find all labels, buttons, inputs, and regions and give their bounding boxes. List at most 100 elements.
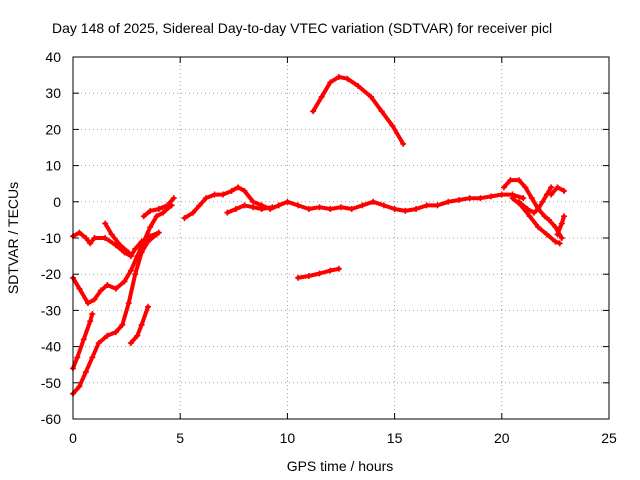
data-point [134, 332, 141, 339]
data-point [548, 184, 555, 191]
series-s5 [70, 202, 175, 307]
series-line [128, 304, 150, 345]
data-point [389, 122, 396, 129]
data-point [224, 209, 231, 216]
data-point [235, 184, 242, 191]
data-point [117, 242, 124, 249]
data-point [112, 285, 119, 292]
data-point [132, 245, 139, 252]
data-point [228, 187, 235, 194]
y-tick-label: -40 [41, 339, 61, 355]
data-point [295, 202, 302, 209]
data-point [554, 231, 561, 238]
data-point [391, 206, 398, 213]
data-point [91, 235, 98, 241]
data-point [190, 209, 197, 216]
data-point [327, 206, 334, 213]
y-axis-label: SDTVAR / TECUs [5, 182, 21, 294]
data-point [348, 206, 355, 213]
data-point [400, 140, 407, 147]
data-point [434, 202, 441, 209]
data-point [241, 202, 248, 209]
data-point [545, 216, 552, 223]
data-point [560, 187, 567, 194]
data-point [250, 198, 257, 205]
data-point [370, 198, 377, 205]
data-point [89, 311, 96, 318]
data-point [344, 75, 351, 82]
data-point [355, 82, 362, 89]
data-point [556, 240, 563, 247]
data-point [552, 224, 559, 231]
series-s14 [509, 195, 563, 247]
data-point [145, 238, 152, 245]
data-point [316, 204, 323, 211]
data-point [305, 206, 312, 213]
data-point [170, 195, 177, 202]
data-point [507, 177, 514, 184]
y-tick-label: 40 [45, 49, 61, 65]
data-point [80, 336, 87, 343]
tick-labels: 0 5 10 15 20 25 -60 -50 -40 -30 -20 -10 0 10 20 30 40 [41, 49, 617, 446]
data-point [327, 79, 334, 86]
data-point [318, 93, 325, 100]
data-point [368, 93, 375, 100]
data-point [82, 235, 89, 241]
y-tick-label: -20 [41, 266, 61, 282]
series-s4 [102, 220, 132, 256]
x-tick-label: 10 [280, 430, 296, 446]
data-point [539, 198, 546, 205]
data-point [378, 108, 385, 115]
data-point [284, 198, 291, 205]
series-line [501, 178, 564, 240]
data-point [305, 273, 312, 280]
data-point [95, 339, 102, 346]
data-point [76, 383, 83, 390]
data-point [258, 206, 265, 213]
data-point [102, 220, 109, 227]
y-tick-label: -30 [41, 302, 61, 318]
data-point [335, 265, 342, 272]
data-point [121, 278, 128, 285]
data-point [147, 224, 154, 231]
data-point [112, 329, 119, 336]
data-point [232, 206, 239, 213]
y-tick-label: -60 [41, 411, 61, 427]
data-point [518, 202, 525, 209]
data-point [140, 213, 147, 220]
x-tick-label: 25 [601, 430, 617, 446]
data-point [85, 300, 92, 307]
y-tick-label: -50 [41, 375, 61, 391]
series-s8 [127, 303, 152, 346]
data-point [380, 202, 387, 209]
y-tick-label: 20 [45, 121, 61, 137]
data-point [138, 321, 145, 328]
series-s9 [140, 195, 177, 220]
data-point [335, 73, 342, 80]
data-point [104, 332, 111, 339]
chart-title: Day 148 of 2025, Sidereal Day-to-day VTE… [52, 20, 552, 36]
data-point [211, 191, 218, 198]
x-tick-label: 20 [494, 430, 510, 446]
data-point [196, 202, 203, 209]
series-line [311, 74, 406, 146]
data-point [250, 204, 257, 211]
data-point [76, 229, 83, 236]
series-s1 [310, 73, 407, 147]
data-point [327, 267, 334, 274]
data-point [423, 202, 430, 209]
x-tick-label: 5 [176, 430, 184, 446]
data-point [138, 249, 145, 256]
series-s6 [70, 311, 96, 372]
data-point [89, 354, 96, 361]
series-line [71, 203, 174, 306]
data-point [145, 303, 152, 310]
data-point [102, 235, 109, 241]
data-point [275, 202, 282, 209]
data-point [153, 231, 160, 238]
series-line [555, 214, 566, 237]
data-point [359, 202, 366, 209]
data-point [338, 204, 344, 211]
data-point [97, 287, 104, 294]
data-point [160, 209, 167, 216]
